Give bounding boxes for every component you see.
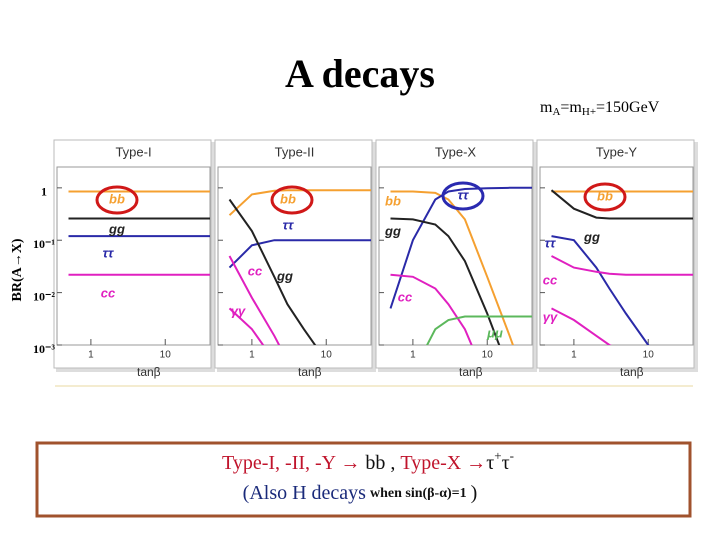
series-label: ττ <box>103 245 114 260</box>
series-line <box>228 189 371 216</box>
x-tick-label: 1 <box>249 350 255 361</box>
plot-area <box>68 190 210 276</box>
x-axis-label: tanβ <box>620 365 644 379</box>
series-line <box>390 273 473 345</box>
panel <box>214 139 373 369</box>
plot-frame <box>539 166 694 346</box>
summary-line1: Type-I, -II, -Y → bb , Type-X →τ+τ- <box>222 448 514 474</box>
x-tick-label: 1 <box>88 350 94 361</box>
summary-line2: (Also H decays when sin(β-α)=1) <box>243 482 478 504</box>
y-axis-label: BR(A→X) <box>10 238 25 301</box>
series-label: cc <box>101 285 116 300</box>
series-line <box>228 307 265 345</box>
series-label: μμ <box>486 325 503 340</box>
panel <box>53 139 212 369</box>
series-label: cc <box>398 289 413 304</box>
highlight-circle <box>441 181 485 211</box>
highlight-circle <box>270 185 314 215</box>
mass-note-part: H+ <box>582 106 596 118</box>
panel-title: Type-X <box>435 144 477 159</box>
series-label: ττ <box>283 217 294 232</box>
series-label: γγ <box>231 303 246 318</box>
series-line <box>228 255 281 345</box>
highlight-circle <box>95 185 139 215</box>
summary-part: + <box>494 448 501 463</box>
summary-part: Type-I, -II, -Y → <box>222 452 360 474</box>
mass-note-part: m <box>540 99 553 116</box>
summary-part: τ <box>486 452 494 474</box>
summary-part: when sin(β-α)=1 <box>370 486 467 501</box>
series-label: γγ <box>543 309 558 324</box>
x-tick-label: 10 <box>160 350 172 361</box>
plot-area <box>550 189 693 345</box>
summary-part: (Also H decays <box>243 482 367 504</box>
y-tick-label: 1 <box>41 185 47 199</box>
series-label: ττ <box>458 187 469 202</box>
summary-part: Type-X → <box>400 452 486 474</box>
plot-frame <box>56 166 211 346</box>
x-tick-label: 1 <box>571 350 577 361</box>
y-tick-label: 10⁻³ <box>33 342 55 356</box>
series-line <box>551 307 612 345</box>
panels: Type-I 1 10 tanβ bb gg ττ cc Type-II 1 10 tanβ bb ττ c… <box>33 139 698 379</box>
series-label: cc <box>543 272 558 287</box>
x-axis-label: tanβ <box>459 365 483 379</box>
series-line <box>550 189 693 220</box>
panel-title: Type-Y <box>596 144 638 159</box>
x-axis-label: tanβ <box>137 365 161 379</box>
series-label: bb <box>385 193 401 208</box>
series-line <box>425 315 532 345</box>
panel-title: Type-I <box>115 144 151 159</box>
x-axis-label: tanβ <box>298 365 322 379</box>
y-tick-label: 10⁻² <box>33 289 55 303</box>
summary-part: bb , <box>365 452 395 474</box>
series-label: gg <box>276 268 293 283</box>
mass-note-part: A <box>552 106 560 118</box>
summary-box <box>35 441 692 518</box>
summary-part: ) <box>471 482 478 504</box>
series-label: gg <box>384 223 401 238</box>
series-label: bb <box>597 188 613 203</box>
plot-area <box>228 189 371 345</box>
y-tick-label: 10⁻¹ <box>33 237 55 251</box>
slide-title: A decays <box>285 51 435 96</box>
summary-part: τ <box>502 452 510 474</box>
series-label: ττ <box>545 235 556 250</box>
series-label: bb <box>280 191 296 206</box>
mass-note-part: =150GeV <box>596 99 660 116</box>
series-line <box>389 186 532 309</box>
series-line <box>551 235 650 345</box>
x-tick-label: 10 <box>482 350 494 361</box>
x-tick-label: 10 <box>321 350 333 361</box>
series-line <box>551 255 693 276</box>
series-label: gg <box>108 221 125 236</box>
x-tick-label: 1 <box>410 350 416 361</box>
mass-note: mA=mH+=150GeV <box>540 99 660 118</box>
panel-title: Type-II <box>275 144 315 159</box>
series-label: bb <box>109 191 125 206</box>
series-label: cc <box>248 263 263 278</box>
mass-note-part: =m <box>560 99 582 116</box>
series-line <box>228 198 317 345</box>
highlight-circle <box>583 182 627 212</box>
plot-frame <box>378 166 533 346</box>
series-line <box>390 217 501 345</box>
x-tick-label: 10 <box>643 350 655 361</box>
series-label: gg <box>583 229 600 244</box>
series-line <box>228 239 371 269</box>
panel <box>536 139 695 369</box>
plot-frame <box>217 166 372 346</box>
summary-part: - <box>510 448 514 463</box>
